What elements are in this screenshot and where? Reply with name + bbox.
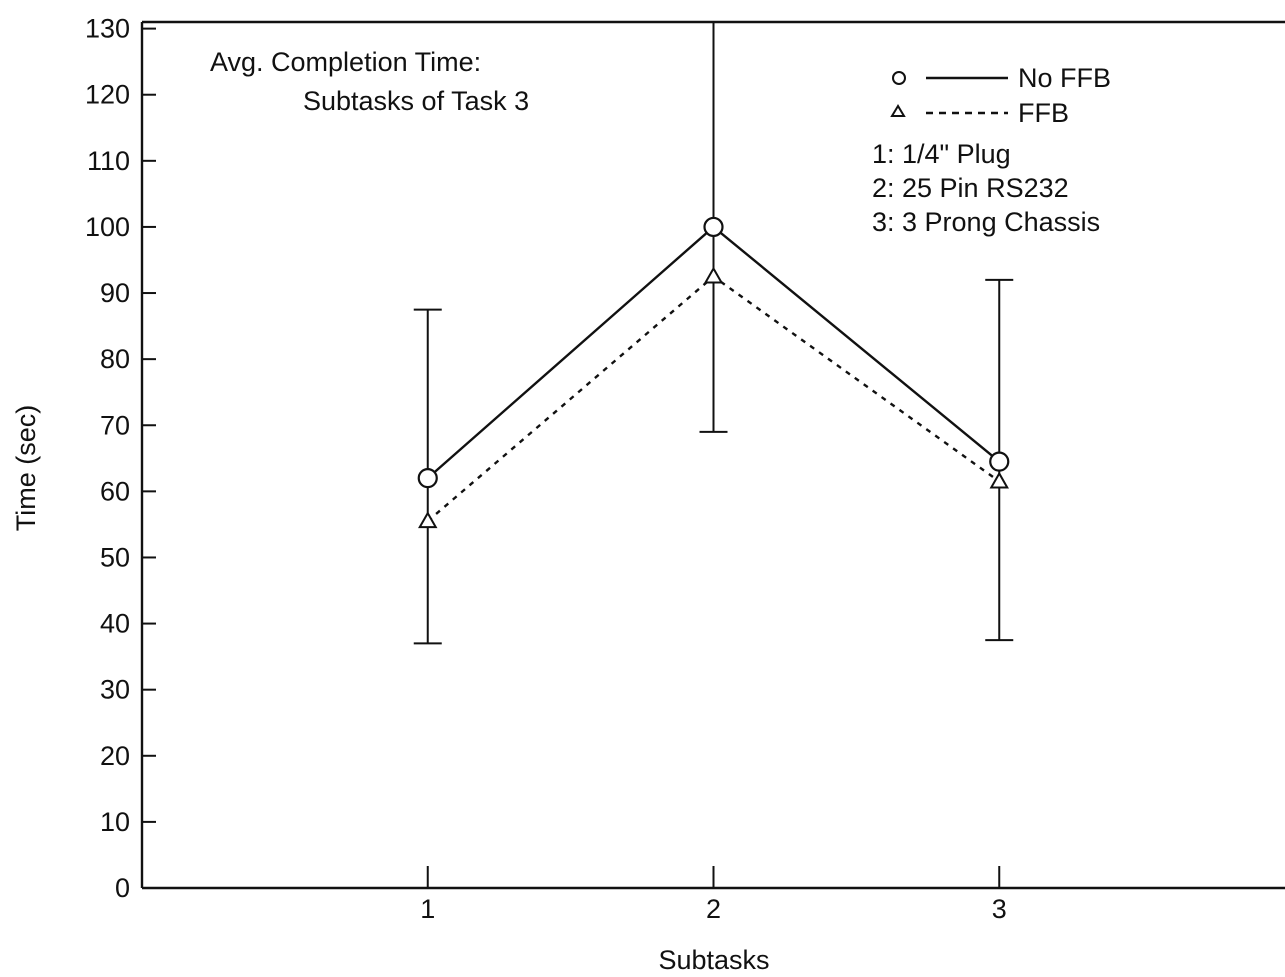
y-tick-label-90: 90 (100, 278, 130, 308)
subtask-notes: 1: 1/4" Plug 2: 25 Pin RS232 3: 3 Prong … (872, 139, 1100, 237)
y-tick-label-0: 0 (115, 873, 130, 903)
y-tick-label-20: 20 (100, 741, 130, 771)
y-tick-label-60: 60 (100, 476, 130, 506)
y-tick-label-110: 110 (87, 146, 130, 176)
y-tick-label-50: 50 (100, 542, 130, 572)
chart-title-line-2: Subtasks of Task 3 (303, 86, 529, 116)
x-tick-label-1: 1 (420, 894, 435, 924)
y-tick-label-10: 10 (100, 807, 130, 837)
legend-marker-ffb (890, 104, 906, 117)
y-tick-label-100: 100 (85, 212, 130, 242)
point-ffb-3 (989, 471, 1009, 489)
point-no-ffb-1 (417, 468, 438, 489)
series-markers (417, 216, 1010, 529)
y-tick-label-80: 80 (100, 344, 130, 374)
note-subtask-3: 3: 3 Prong Chassis (872, 207, 1100, 237)
point-ffb-1 (418, 511, 438, 529)
y-axis-label: Time (sec) (11, 405, 41, 532)
y-tick-label-70: 70 (100, 410, 130, 440)
legend-label-no-ffb: No FFB (1018, 63, 1111, 93)
legend-label-ffb: FFB (1018, 98, 1069, 128)
note-subtask-2: 2: 25 Pin RS232 (872, 173, 1069, 203)
y-tick-label-40: 40 (100, 609, 130, 639)
point-no-ffb-2 (703, 216, 724, 238)
x-ticks: 1 2 3 (420, 866, 1007, 924)
point-ffb-2 (703, 266, 724, 284)
y-tick-label-130: 130 (85, 14, 130, 44)
x-axis-label: Subtasks (658, 945, 769, 975)
y-ticks: 0 10 20 30 40 50 60 70 80 90 100 110 120 130 (85, 14, 156, 903)
legend: No FFB FFB (890, 63, 1111, 128)
chart-title-line-1: Avg. Completion Time: (210, 47, 481, 77)
x-tick-label-3: 3 (992, 894, 1007, 924)
legend-marker-no-ffb (892, 71, 906, 85)
x-tick-label-2: 2 (706, 894, 721, 924)
note-subtask-1: 1: 1/4" Plug (872, 139, 1011, 169)
y-tick-label-120: 120 (85, 80, 130, 110)
y-tick-label-30: 30 (100, 675, 130, 705)
point-no-ffb-3 (989, 451, 1010, 472)
